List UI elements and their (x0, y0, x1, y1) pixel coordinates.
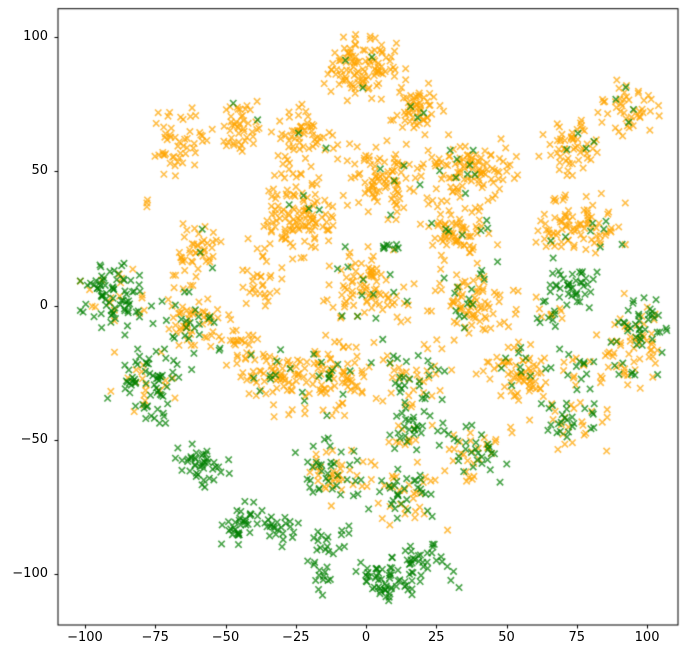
scatter-plot-canvas (0, 0, 687, 659)
scatter-figure: −100 −75 −50 −25 0 25 50 75 100 −100 −50 0 50 100 (0, 0, 687, 659)
